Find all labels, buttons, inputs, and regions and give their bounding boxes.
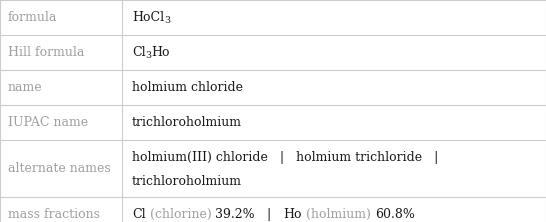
Text: |: | [255, 208, 283, 221]
Text: name: name [8, 81, 43, 94]
Text: trichloroholmium: trichloroholmium [132, 174, 242, 188]
Text: mass fractions: mass fractions [8, 208, 100, 221]
Text: Cl: Cl [132, 208, 146, 221]
Text: trichloroholmium: trichloroholmium [132, 116, 242, 129]
Text: alternate names: alternate names [8, 162, 111, 175]
Text: 39.2%: 39.2% [215, 208, 255, 221]
Text: HoCl: HoCl [132, 11, 164, 24]
Text: Cl: Cl [132, 46, 146, 59]
Text: holmium chloride: holmium chloride [132, 81, 243, 94]
Text: 3: 3 [164, 16, 170, 25]
Text: Ho: Ho [283, 208, 302, 221]
Text: Ho: Ho [152, 46, 170, 59]
Text: 3: 3 [146, 51, 152, 60]
Text: IUPAC name: IUPAC name [8, 116, 88, 129]
Text: formula: formula [8, 11, 57, 24]
Text: Hill formula: Hill formula [8, 46, 85, 59]
Text: (holmium): (holmium) [302, 208, 375, 221]
Text: (chlorine): (chlorine) [146, 208, 215, 221]
Text: 60.8%: 60.8% [375, 208, 414, 221]
Text: holmium(III) chloride   |   holmium trichloride   |: holmium(III) chloride | holmium trichlor… [132, 151, 438, 164]
